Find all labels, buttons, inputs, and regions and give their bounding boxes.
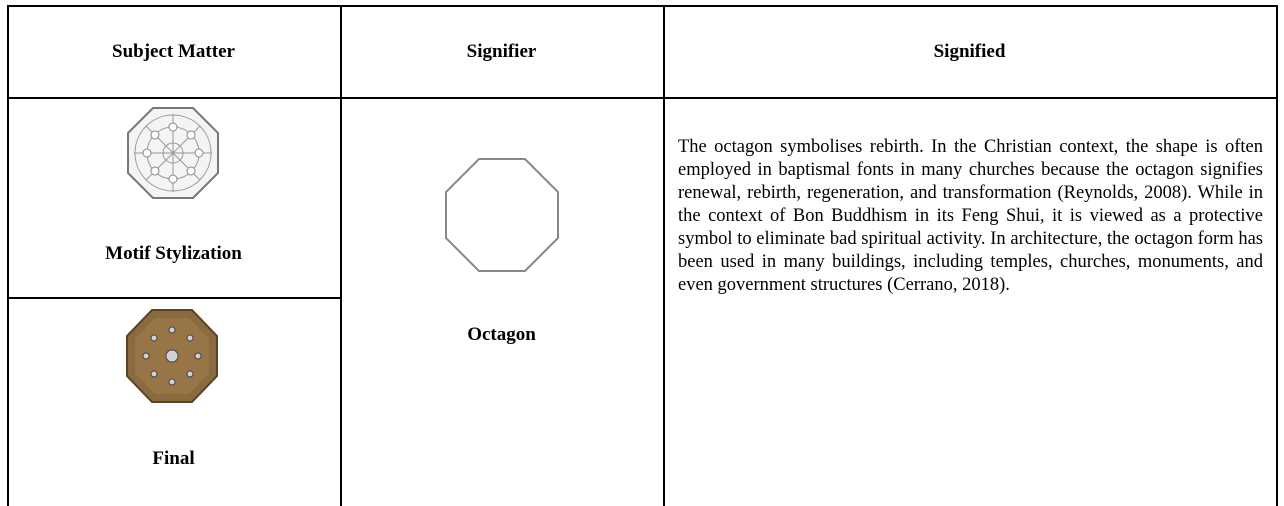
header-cell: Signified <box>933 41 1006 62</box>
header-cell: Subject Matter <box>112 41 235 62</box>
subject-label: Motif Stylization <box>105 243 242 264</box>
border <box>7 5 1277 7</box>
signifier-text: Octagon <box>467 324 536 345</box>
border <box>7 297 341 299</box>
border <box>7 5 9 506</box>
final-image <box>126 309 218 403</box>
border <box>663 5 665 506</box>
header-cell: Signifier <box>466 41 537 62</box>
border <box>340 5 342 506</box>
subject-label: Final <box>152 448 195 469</box>
signified-text: The octagon symbolises rebirth. In the C… <box>678 137 1263 295</box>
octagon-image <box>445 158 559 272</box>
motif-image <box>127 107 219 199</box>
border <box>7 97 1277 99</box>
border <box>1276 5 1278 506</box>
